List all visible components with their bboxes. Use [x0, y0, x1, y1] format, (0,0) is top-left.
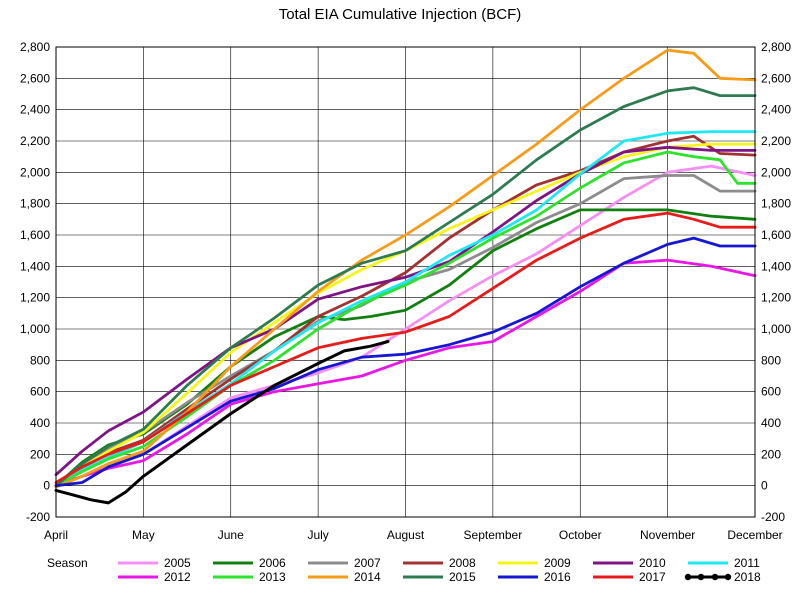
- x-tick-label: July: [307, 528, 328, 542]
- y-tick-label-left: 800: [30, 353, 50, 367]
- legend-marker: [711, 573, 719, 581]
- y-tick-label-right: 800: [761, 353, 781, 367]
- plot-frame: [55, 46, 756, 518]
- y-tick-label-left: 2,400: [20, 103, 50, 117]
- y-tick-label-right: -200: [761, 510, 785, 524]
- series-line-2013: [54, 150, 757, 488]
- series-line-2010: [54, 145, 757, 477]
- y-tick-label-right: 2,000: [761, 165, 791, 179]
- y-tick-label-left: 2,800: [20, 40, 50, 54]
- y-tick-label-right: 1,800: [761, 197, 791, 211]
- y-tick-label-right: 1,600: [761, 228, 791, 242]
- y-tick-label-left: 200: [30, 447, 50, 461]
- legend-label-2012: 2012: [164, 570, 191, 584]
- series-line-2017: [54, 211, 757, 484]
- legend-label-2009: 2009: [544, 556, 571, 570]
- legend-label-2007: 2007: [354, 556, 381, 570]
- series-line-2009: [54, 142, 757, 488]
- chart-title: Total EIA Cumulative Injection (BCF): [279, 6, 522, 23]
- series-line-2014: [54, 48, 757, 489]
- y-tick-label-right: 600: [761, 385, 781, 399]
- series-line-2016: [54, 236, 757, 488]
- x-tick-label: September: [464, 528, 523, 542]
- legend-marker: [724, 573, 732, 581]
- y-tick-label-right: 1,000: [761, 322, 791, 336]
- legend-label-2008: 2008: [449, 556, 476, 570]
- series-lines: [54, 48, 757, 505]
- legend-label-2014: 2014: [354, 570, 381, 584]
- y-tick-label-left: 400: [30, 416, 50, 430]
- y-tick-label-right: 1,400: [761, 259, 791, 273]
- y-tick-label-left: 600: [30, 385, 50, 399]
- x-tick-label: August: [387, 528, 425, 542]
- legend-label-2005: 2005: [164, 556, 191, 570]
- legend-label-2010: 2010: [639, 556, 666, 570]
- legend-label-2018: 2018: [734, 570, 761, 584]
- y-tick-label-right: 2,800: [761, 40, 791, 54]
- axis-ticks: -200 -200 0 0 200 200 400 400 600 600 800 800 1,000 1…: [20, 40, 791, 542]
- y-tick-label-left: 1,400: [20, 259, 50, 273]
- x-tick-label: May: [132, 528, 155, 542]
- legend-label-2017: 2017: [639, 570, 666, 584]
- y-tick-label-right: 2,600: [761, 71, 791, 85]
- x-tick-label: April: [44, 528, 68, 542]
- legend-marker: [697, 573, 705, 581]
- legend-label-2006: 2006: [259, 556, 286, 570]
- series-line-2006: [54, 208, 757, 488]
- y-tick-label-right: 200: [761, 447, 781, 461]
- x-tick-label: November: [640, 528, 695, 542]
- y-tick-label-right: 1,200: [761, 291, 791, 305]
- y-tick-label-right: 0: [761, 479, 768, 493]
- legend-title: Season: [47, 556, 88, 570]
- y-tick-label-right: 400: [761, 416, 781, 430]
- x-tick-label: December: [727, 528, 782, 542]
- y-tick-label-left: 2,200: [20, 134, 50, 148]
- series-line-2018: [54, 340, 390, 505]
- series-line-2012: [54, 258, 757, 488]
- legend-label-2013: 2013: [259, 570, 286, 584]
- series-line-2015: [54, 86, 757, 488]
- y-tick-label-left: 2,600: [20, 71, 50, 85]
- legend-label-2015: 2015: [449, 570, 476, 584]
- legend-marker: [684, 573, 692, 581]
- x-tick-label: October: [559, 528, 602, 542]
- y-tick-label-left: 1,200: [20, 291, 50, 305]
- y-tick-label-left: -200: [26, 510, 50, 524]
- y-tick-label-right: 2,200: [761, 134, 791, 148]
- legend-label-2016: 2016: [544, 570, 571, 584]
- legend: 2005 2006 2007 2008 2009 2010 2011 2012 2013 2014…: [118, 556, 761, 584]
- y-tick-label-left: 1,000: [20, 322, 50, 336]
- y-tick-label-left: 0: [43, 479, 50, 493]
- y-tick-label-left: 2,000: [20, 165, 50, 179]
- y-tick-label-right: 2,400: [761, 103, 791, 117]
- y-tick-label-left: 1,800: [20, 197, 50, 211]
- legend-label-2011: 2011: [734, 556, 760, 570]
- y-tick-label-left: 1,600: [20, 228, 50, 242]
- x-tick-label: June: [218, 528, 244, 542]
